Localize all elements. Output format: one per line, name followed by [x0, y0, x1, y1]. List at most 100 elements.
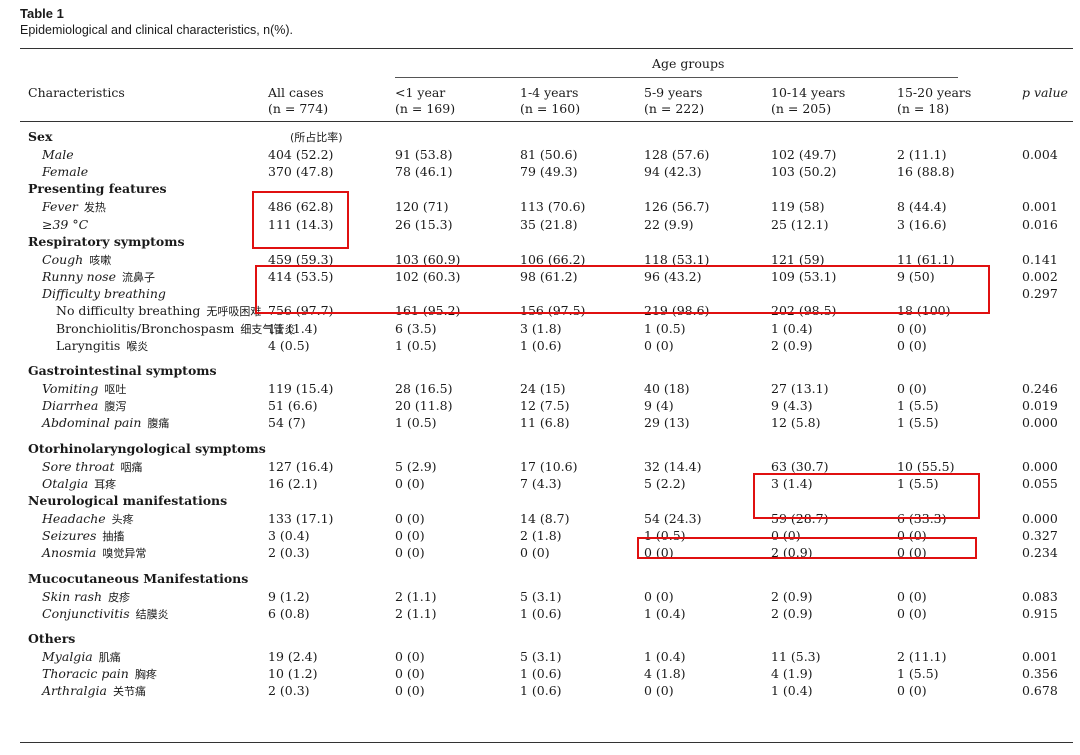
row-label: Diarrhea 腹泻	[42, 397, 126, 415]
table-cell: 3 (16.6)	[897, 216, 947, 232]
table-cell: 126 (56.7)	[644, 199, 710, 215]
p-value-cell: 0.000	[1022, 415, 1058, 431]
table-cell: 102 (49.7)	[771, 147, 837, 162]
column-header-n: (n = 169)	[395, 101, 456, 116]
table-cell: 0 (0)	[897, 683, 927, 699]
table-cell: 459 (59.3)	[268, 251, 334, 267]
table-cell: 11 (6.8)	[520, 415, 570, 431]
p-value-cell: 0.001	[1022, 649, 1058, 664]
section-label: Gastrointestinal symptoms	[28, 362, 217, 379]
table-cell: 370 (47.8)	[268, 164, 334, 180]
section-header-row: Mucocutaneous Manifestations	[0, 570, 1080, 587]
row-label-text: Anosmia	[42, 545, 97, 561]
section-label: Otorhinolaryngological symptoms	[28, 440, 266, 457]
table-cell: 9 (1.2)	[268, 588, 310, 604]
table-cell: 0 (0)	[897, 545, 927, 561]
bottom-rule	[20, 742, 1073, 743]
column-header-label: 5-9 years	[644, 85, 703, 100]
sub-row-label: Laryngitis 喉炎	[56, 337, 148, 355]
table-cell: 79 (49.3)	[520, 164, 578, 180]
table-cell: 16 (88.8)	[897, 164, 955, 180]
section-label: Others	[28, 630, 75, 647]
p-value-cell: 0.141	[1022, 251, 1058, 267]
table-cell: 1 (5.5)	[897, 415, 939, 431]
row-label-text: Others	[28, 631, 76, 646]
p-value-cell: 0.002	[1022, 269, 1058, 284]
table-cell: 5 (3.1)	[520, 588, 562, 604]
table-cell: 0 (0)	[897, 588, 927, 604]
row-label-text: Diarrhea	[42, 398, 99, 414]
p-value-cell: 0.001	[1022, 199, 1058, 215]
table-cell: 17 (10.6)	[520, 458, 578, 474]
row-label: Female	[42, 163, 88, 180]
header-rule	[20, 121, 1073, 122]
chinese-annotation: 腹泻	[104, 400, 127, 414]
table-cell: 9 (4)	[644, 398, 674, 414]
table-cell: 156 (97.5)	[520, 303, 586, 319]
row-label: Difficulty breathing	[42, 285, 166, 302]
table-cell: 0 (0)	[644, 683, 674, 699]
table-cell: 24 (15)	[520, 381, 566, 396]
table-cell: 1 (0.4)	[771, 320, 813, 336]
table-cell: 0 (0)	[644, 588, 674, 604]
row-label: Vomiting 呕吐	[42, 380, 126, 398]
column-header-n: (n = 222)	[644, 101, 705, 116]
table-row: Male 404 (52.2) 91 (53.8) 81 (50.6) 128 (57.…	[0, 146, 1080, 163]
row-label-text: Neurological manifestations	[28, 493, 228, 508]
row-label-text: Skin rash	[42, 588, 103, 604]
row-label-text: Cough	[42, 251, 84, 267]
table-cell: 0 (0)	[395, 528, 425, 544]
p-value-cell: 0.356	[1022, 666, 1058, 682]
table-cell: 7 (4.3)	[520, 475, 562, 491]
sex-percentage-note: (所占比率)	[290, 131, 343, 144]
section-header-row: Sex	[0, 128, 1080, 145]
chinese-annotation: 嗅觉异常	[102, 547, 147, 561]
table-cell: 2 (0.3)	[268, 683, 310, 699]
table-cell: 161 (95.2)	[395, 303, 461, 319]
table-row: Arthralgia 关节痛 2 (0.3) 0 (0) 1 (0.6) 0 (0) 1 (…	[0, 682, 1080, 699]
chinese-annotation: 呕吐	[104, 383, 127, 396]
table-cell: 12 (5.8)	[771, 415, 821, 431]
section-label: Presenting features	[28, 180, 167, 197]
row-label-text: Abdominal pain	[42, 415, 142, 431]
table-cell: 2 (0.9)	[771, 545, 813, 561]
table-cell: 1 (0.5)	[644, 320, 686, 336]
chinese-annotation: 咽痛	[120, 460, 143, 474]
table-cell: 4 (1.8)	[644, 666, 686, 682]
table-cell: 14 (8.7)	[520, 511, 570, 526]
table-cell: 133 (17.1)	[268, 511, 334, 526]
table-cell: 0 (0)	[395, 649, 425, 664]
table-cell: 4 (0.5)	[268, 337, 310, 353]
table-row: Cough 咳嗽 459 (59.3) 103 (60.9) 106 (66.2) 118…	[0, 251, 1080, 268]
table-cell: 103 (50.2)	[771, 164, 837, 180]
section-header-row: Otorhinolaryngological symptoms	[0, 440, 1080, 457]
table-cell: 0 (0)	[771, 528, 801, 544]
table-cell: 35 (21.8)	[520, 216, 578, 232]
row-label: Fever 发热	[42, 198, 106, 216]
chinese-annotation: 发热	[83, 201, 106, 215]
row-label-text: Presenting features	[28, 181, 167, 197]
chinese-annotation: 胸疼	[134, 668, 157, 682]
age-groups-rule	[395, 77, 958, 78]
table-cell: 111 (14.3)	[268, 216, 334, 232]
p-value-cell: 0.000	[1022, 511, 1058, 526]
table-row: Sore throat 咽痛 127 (16.4) 5 (2.9) 17 (10.6) 3…	[0, 458, 1080, 475]
table-cell: 54 (7)	[268, 415, 306, 431]
table-cell: 94 (42.3)	[644, 164, 702, 180]
table-cell: 119 (15.4)	[268, 381, 334, 396]
column-header-label: 15-20 years	[897, 85, 972, 100]
column-header-n: (n = 160)	[520, 101, 581, 116]
section-header-row: Others	[0, 630, 1080, 647]
table-cell: 78 (46.1)	[395, 164, 453, 180]
table-cell: 121 (59)	[771, 251, 825, 267]
row-label: Otalgia 耳疼	[42, 475, 116, 493]
table-cell: 16 (2.1)	[268, 475, 318, 491]
table-row: Bronchiolitis/Bronchospasm 细支气管炎 11 (1.4) 6…	[0, 320, 1080, 337]
table-cell: 0 (0)	[395, 475, 425, 491]
table-cell: 404 (52.2)	[268, 147, 334, 162]
table-cell: 2 (1.8)	[520, 528, 562, 544]
row-label-text: Male	[42, 147, 74, 162]
table-row: Anosmia 嗅觉异常 2 (0.3) 0 (0) 0 (0) 0 (0) 2 (0.9)…	[0, 544, 1080, 561]
table-cell: 11 (5.3)	[771, 649, 821, 664]
